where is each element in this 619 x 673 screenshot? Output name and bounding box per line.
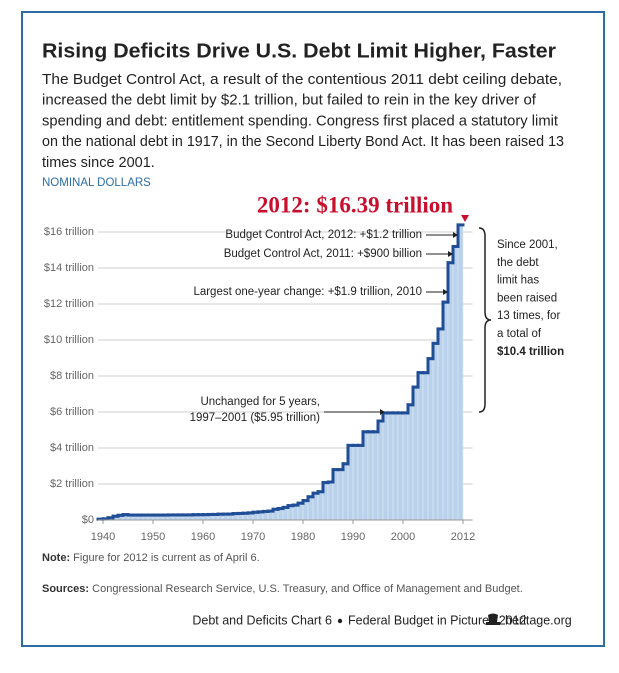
highlight-marker bbox=[461, 215, 469, 222]
subtitle-line: increased the debt limit by $2.1 trillio… bbox=[42, 93, 537, 109]
subtitle-line: spending and debt: entitlement spending.… bbox=[42, 113, 558, 129]
annotation: 1997–2001 ($5.95 trillion) bbox=[190, 412, 321, 424]
y-tick-label: $10 trillion bbox=[44, 334, 94, 346]
area-bar bbox=[422, 372, 429, 521]
note-label: Note: bbox=[42, 552, 70, 564]
annotation-arrowhead bbox=[453, 232, 458, 238]
bracket-text: Since 2001, bbox=[497, 239, 558, 251]
x-tick-label: 1960 bbox=[191, 531, 215, 543]
area-bar bbox=[342, 463, 349, 521]
sources: Sources: Congressional Research Service,… bbox=[42, 583, 523, 595]
frame bbox=[21, 11, 605, 647]
area-bar bbox=[382, 412, 389, 521]
x-tick-label: 2000 bbox=[391, 531, 415, 543]
subtitle-line: times since 2001. bbox=[42, 155, 155, 171]
x-tick-label: 1990 bbox=[341, 531, 365, 543]
area-bar bbox=[337, 469, 344, 521]
note-text: Figure for 2012 is current as of April 6… bbox=[73, 552, 259, 564]
x-tick-label: 1950 bbox=[141, 531, 165, 543]
y-tick-label: $8 trillion bbox=[50, 370, 94, 382]
area-bar bbox=[372, 431, 379, 521]
y-tick-label: $6 trillion bbox=[50, 406, 94, 418]
highlight: 2012: $16.39 trillion bbox=[257, 192, 453, 217]
bell-icon bbox=[486, 613, 500, 625]
area-bar bbox=[442, 301, 449, 521]
footer-site: heritage.org bbox=[505, 613, 572, 627]
annotation-arrowhead bbox=[443, 289, 448, 295]
annotation: Budget Control Act, 2012: +$1.2 trillion bbox=[225, 229, 422, 241]
x-tick-label: 1970 bbox=[241, 531, 265, 543]
area-bar bbox=[397, 412, 404, 521]
y-tick-label: $14 trillion bbox=[44, 262, 94, 274]
y-axis-label: NOMINAL DOLLARS bbox=[42, 177, 151, 189]
subtitle-line: The Budget Control Act, a result of the … bbox=[42, 72, 562, 88]
bracket-text: the debt bbox=[497, 257, 539, 269]
area-bar bbox=[357, 445, 364, 521]
area-bar bbox=[412, 386, 419, 521]
bracket-text: 13 times, for bbox=[497, 310, 560, 322]
area-bar bbox=[352, 445, 359, 521]
annotation: Unchanged for 5 years, bbox=[200, 396, 320, 408]
area-bar bbox=[387, 412, 394, 521]
subtitle-line: on the national debt in 1917, in the Sec… bbox=[42, 134, 564, 150]
footer-publication: Federal Budget in Pictures 2012 bbox=[348, 613, 527, 627]
area-bar bbox=[417, 372, 424, 521]
annotation-arrowhead bbox=[448, 251, 453, 257]
sources-label: Sources: bbox=[42, 583, 89, 595]
bracket-text: $10.4 trillion bbox=[497, 346, 564, 358]
bracket bbox=[478, 227, 492, 413]
area-bar bbox=[407, 404, 414, 521]
y-tick-label: $12 trillion bbox=[44, 298, 94, 310]
y-tick-label: $4 trillion bbox=[50, 442, 94, 454]
area-bar bbox=[432, 343, 439, 521]
bracket-text: been raised bbox=[497, 292, 557, 304]
annotation: Largest one-year change: +$1.9 trillion,… bbox=[193, 286, 422, 298]
note: Note: Figure for 2012 is current as of A… bbox=[42, 552, 260, 564]
area-bar bbox=[392, 412, 399, 521]
footer-bullet bbox=[337, 618, 343, 624]
area-bar bbox=[327, 481, 334, 521]
bracket-text: limit has bbox=[497, 275, 539, 287]
x-tick-label: 2012 bbox=[451, 531, 475, 543]
y-tick-label: $16 trillion bbox=[44, 226, 94, 238]
area-bar bbox=[317, 491, 324, 521]
y-tick-label: $0 bbox=[82, 514, 94, 526]
area-bar bbox=[437, 328, 444, 521]
area-bar bbox=[377, 420, 384, 521]
area-bar bbox=[292, 504, 299, 521]
x-tick-label: 1940 bbox=[91, 531, 115, 543]
footer-chart: Debt and Deficits Chart 6 bbox=[192, 613, 332, 627]
annotation: Budget Control Act, 2011: +$900 billion bbox=[224, 248, 422, 260]
y-tick-label: $2 trillion bbox=[50, 478, 94, 490]
annotation-arrowhead bbox=[380, 409, 385, 415]
area-bar bbox=[427, 358, 434, 521]
area-bar bbox=[402, 412, 409, 521]
area-bar bbox=[367, 431, 374, 521]
bracket-text: a total of bbox=[497, 328, 542, 340]
area-bar bbox=[457, 224, 464, 521]
sources-text: Congressional Research Service, U.S. Tre… bbox=[92, 583, 523, 595]
x-tick-label: 1980 bbox=[291, 531, 315, 543]
area-bar bbox=[452, 246, 459, 521]
chart-title: Rising Deficits Drive U.S. Debt Limit Hi… bbox=[42, 40, 556, 62]
